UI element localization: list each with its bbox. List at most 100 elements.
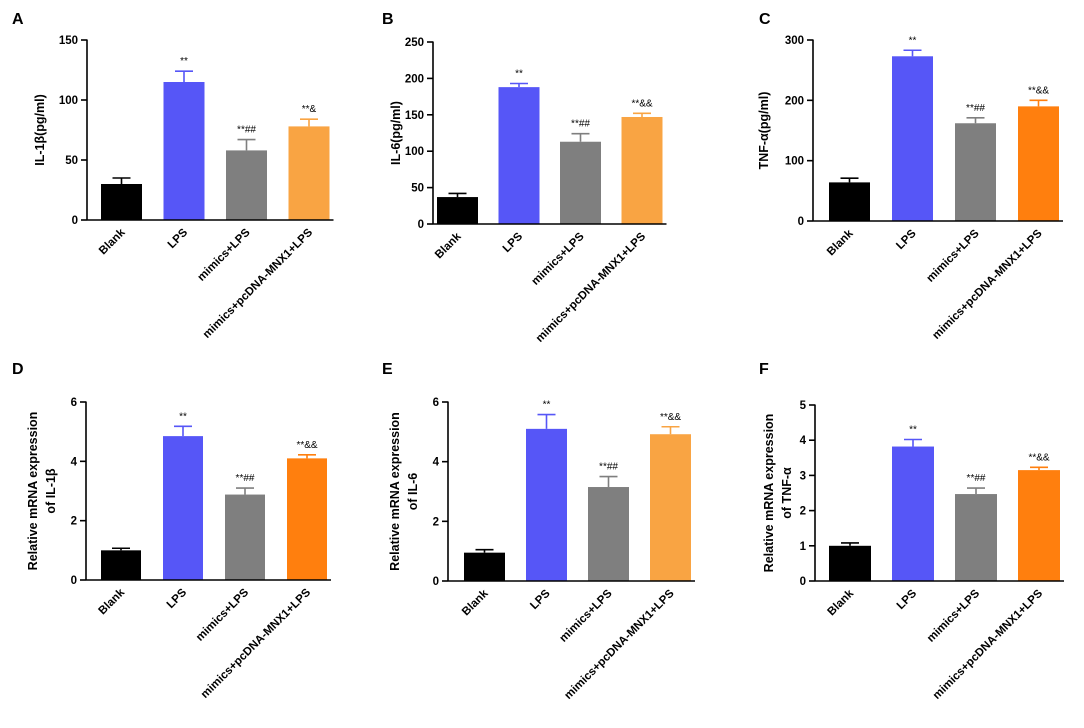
x-category-label: Blank — [97, 226, 128, 257]
panel-label: F — [759, 361, 769, 378]
significance-label: **## — [599, 462, 618, 473]
panel-label: B — [382, 11, 394, 28]
x-category-label: mimics+LPS — [530, 230, 587, 287]
y-axis-label-line: of IL-6 — [406, 473, 420, 511]
bar — [464, 552, 505, 581]
bar — [1018, 106, 1059, 221]
significance-label: ** — [179, 411, 187, 422]
bar — [498, 87, 540, 224]
x-category-label: Blank — [825, 587, 856, 618]
bar — [437, 197, 478, 224]
significance-label: **## — [967, 473, 986, 484]
significance-label: ** — [180, 56, 188, 67]
y-tick-label: 0 — [72, 215, 78, 227]
x-category-label: LPS — [501, 230, 526, 255]
y-tick-label: 200 — [405, 73, 424, 85]
bar — [226, 150, 267, 220]
chart-panel-c: C 0 100 200 300 TNF-α(pg/ml) Blank ** LPS **## mim… — [757, 11, 1063, 342]
y-tick-label: 0 — [418, 219, 424, 231]
bar — [829, 182, 870, 221]
significance-label: **&& — [296, 440, 317, 451]
y-tick-label: 50 — [65, 155, 78, 167]
y-tick-label: 0 — [800, 576, 806, 588]
x-category-label: mimics+LPS — [196, 226, 253, 283]
significance-label: **## — [571, 119, 590, 130]
y-axis-label: TNF-α(pg/ml) — [757, 92, 771, 170]
y-axis-label-line: of TNF-α — [780, 467, 794, 519]
significance-label: ** — [909, 424, 917, 435]
x-category-label: LPS — [894, 227, 919, 252]
bar — [892, 446, 934, 581]
y-tick-label: 0 — [798, 216, 804, 228]
chart-panel-e: E 0 2 4 6 Relative mRNA expression of IL-6 Blan… — [382, 361, 695, 702]
significance-label: **## — [237, 125, 256, 136]
y-tick-label: 4 — [433, 457, 440, 469]
bar — [288, 126, 330, 220]
y-tick-label: 1 — [800, 541, 807, 553]
y-tick-label: 2 — [433, 516, 439, 528]
x-category-label: Blank — [96, 586, 127, 617]
bar — [101, 550, 141, 580]
chart-panel-a: A 0 50 100 150 IL-1β(pg/ml) Blank ** LPS **## mimi… — [12, 11, 334, 341]
x-category-label: mimics+pcDNA-MNX1+LPS — [201, 226, 315, 340]
y-tick-label: 100 — [785, 156, 804, 168]
y-tick-label: 100 — [59, 95, 78, 107]
bar — [101, 184, 142, 220]
y-tick-label: 5 — [800, 400, 807, 412]
bar — [163, 82, 205, 220]
y-tick-label: 3 — [800, 470, 806, 482]
significance-label: ** — [909, 35, 917, 46]
y-axis-label: IL-6(pg/ml) — [389, 101, 403, 165]
x-category-label: mimics+pcDNA-MNX1+LPS — [534, 230, 648, 344]
x-category-label: mimics+LPS — [925, 227, 982, 284]
x-category-label: LPS — [528, 587, 553, 612]
x-category-label: LPS — [166, 226, 191, 251]
y-tick-label: 300 — [785, 35, 804, 47]
y-tick-label: 0 — [433, 576, 439, 588]
panel-label: D — [12, 361, 24, 378]
x-category-label: mimics+LPS — [558, 587, 615, 644]
x-category-label: Blank — [825, 227, 856, 258]
bar — [526, 428, 567, 581]
significance-label: **## — [966, 103, 985, 114]
y-tick-label: 2 — [71, 516, 77, 528]
bar — [892, 56, 933, 221]
bar — [560, 141, 601, 224]
chart-panel-b: B 0 50 100 150 200 250 IL-6(pg/ml) Blank ** LPS **#… — [382, 11, 667, 345]
significance-label: **&& — [631, 98, 652, 109]
x-category-label: mimics+pcDNA-MNX1+LPS — [199, 586, 313, 700]
bar — [225, 494, 265, 580]
y-axis-label: IL-1β(pg/ml) — [33, 94, 47, 166]
x-category-label: mimics+LPS — [194, 586, 251, 643]
bar — [588, 487, 629, 581]
y-tick-label: 250 — [405, 37, 424, 49]
bar — [650, 434, 691, 581]
bar — [621, 116, 663, 224]
panel-label: E — [382, 361, 393, 378]
x-category-label: mimics+pcDNA-MNX1+LPS — [931, 587, 1045, 701]
x-category-label: LPS — [165, 586, 190, 611]
chart-panel-f: F 0 1 2 3 4 5 Relative mRNA expression of TNF-α B… — [759, 361, 1064, 702]
bar — [1018, 470, 1060, 581]
significance-label: ** — [543, 400, 551, 411]
y-tick-label: 4 — [71, 456, 78, 468]
x-category-label: Blank — [433, 230, 464, 261]
x-category-label: Blank — [460, 587, 491, 618]
y-tick-label: 150 — [405, 110, 424, 122]
y-axis-label-line: Relative mRNA expression — [26, 412, 40, 571]
panel-label: A — [12, 11, 24, 28]
significance-label: **&& — [1028, 85, 1049, 96]
y-axis-label-line: Relative mRNA expression — [762, 414, 776, 573]
chart-panel-d: D 0 2 4 6 Relative mRNA expression of IL-1β Bla… — [12, 361, 331, 701]
y-tick-label: 0 — [71, 575, 77, 587]
y-axis-label-line: of IL-1β — [44, 468, 58, 513]
y-axis-label-line: Relative mRNA expression — [388, 412, 402, 571]
x-category-label: mimics+pcDNA-MNX1+LPS — [562, 587, 676, 701]
y-tick-label: 150 — [59, 35, 78, 47]
y-tick-label: 2 — [800, 506, 806, 518]
significance-label: **& — [302, 104, 317, 115]
bar — [163, 436, 203, 580]
bar — [955, 123, 996, 221]
y-tick-label: 200 — [785, 95, 804, 107]
